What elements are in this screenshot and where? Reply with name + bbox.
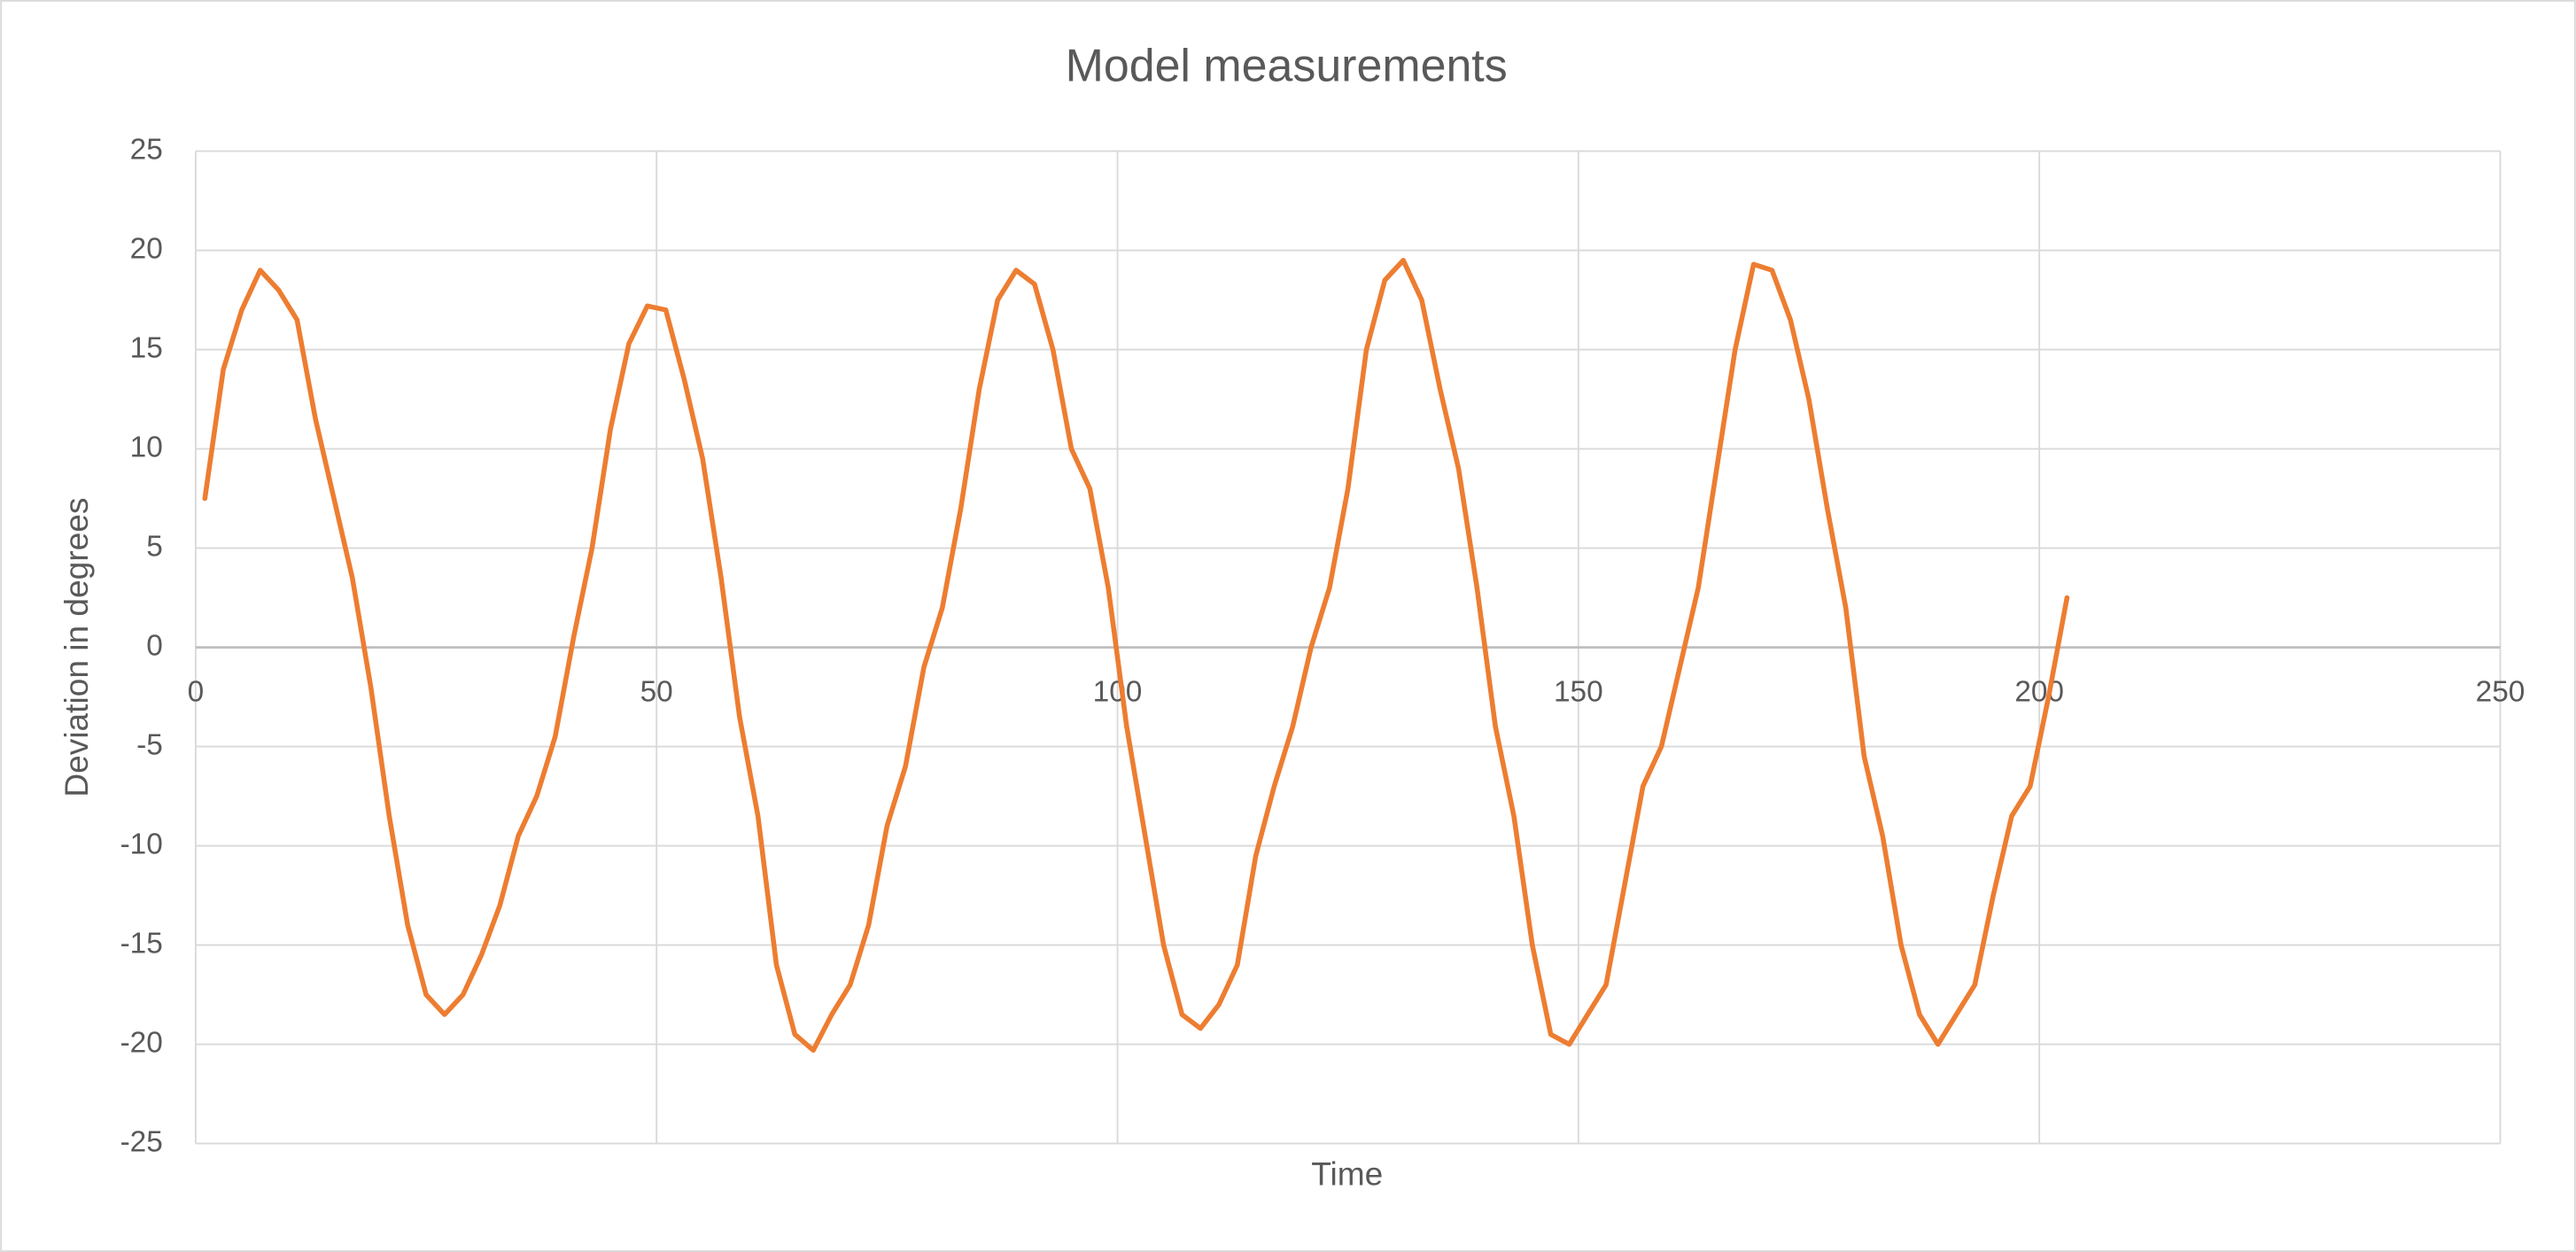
y-tick-label: 15	[130, 331, 163, 364]
y-tick-label: 20	[130, 232, 163, 265]
y-tick-label: 10	[130, 431, 163, 463]
chart-title: Model measurements	[1066, 41, 1508, 92]
x-axis-label: Time	[1311, 1155, 1383, 1192]
y-tick-label: -15	[120, 927, 163, 960]
x-tick-label: 50	[640, 675, 673, 708]
x-tick-label: 0	[188, 675, 205, 708]
y-tick-label: 5	[146, 530, 163, 563]
y-axis-label: Deviation in degrees	[58, 498, 95, 797]
y-tick-label: -20	[120, 1026, 163, 1059]
y-tick-label: 25	[130, 133, 163, 166]
x-tick-label: 100	[1093, 675, 1143, 708]
x-tick-label: 200	[2014, 675, 2064, 708]
y-tick-label: -25	[120, 1125, 163, 1158]
y-tick-label: -5	[136, 728, 163, 761]
y-tick-label: -10	[120, 828, 163, 860]
x-tick-label: 150	[1554, 675, 1603, 708]
y-tick-label: 0	[146, 629, 163, 662]
data-line	[202, 258, 2070, 1054]
x-tick-label: 250	[2476, 675, 2526, 708]
